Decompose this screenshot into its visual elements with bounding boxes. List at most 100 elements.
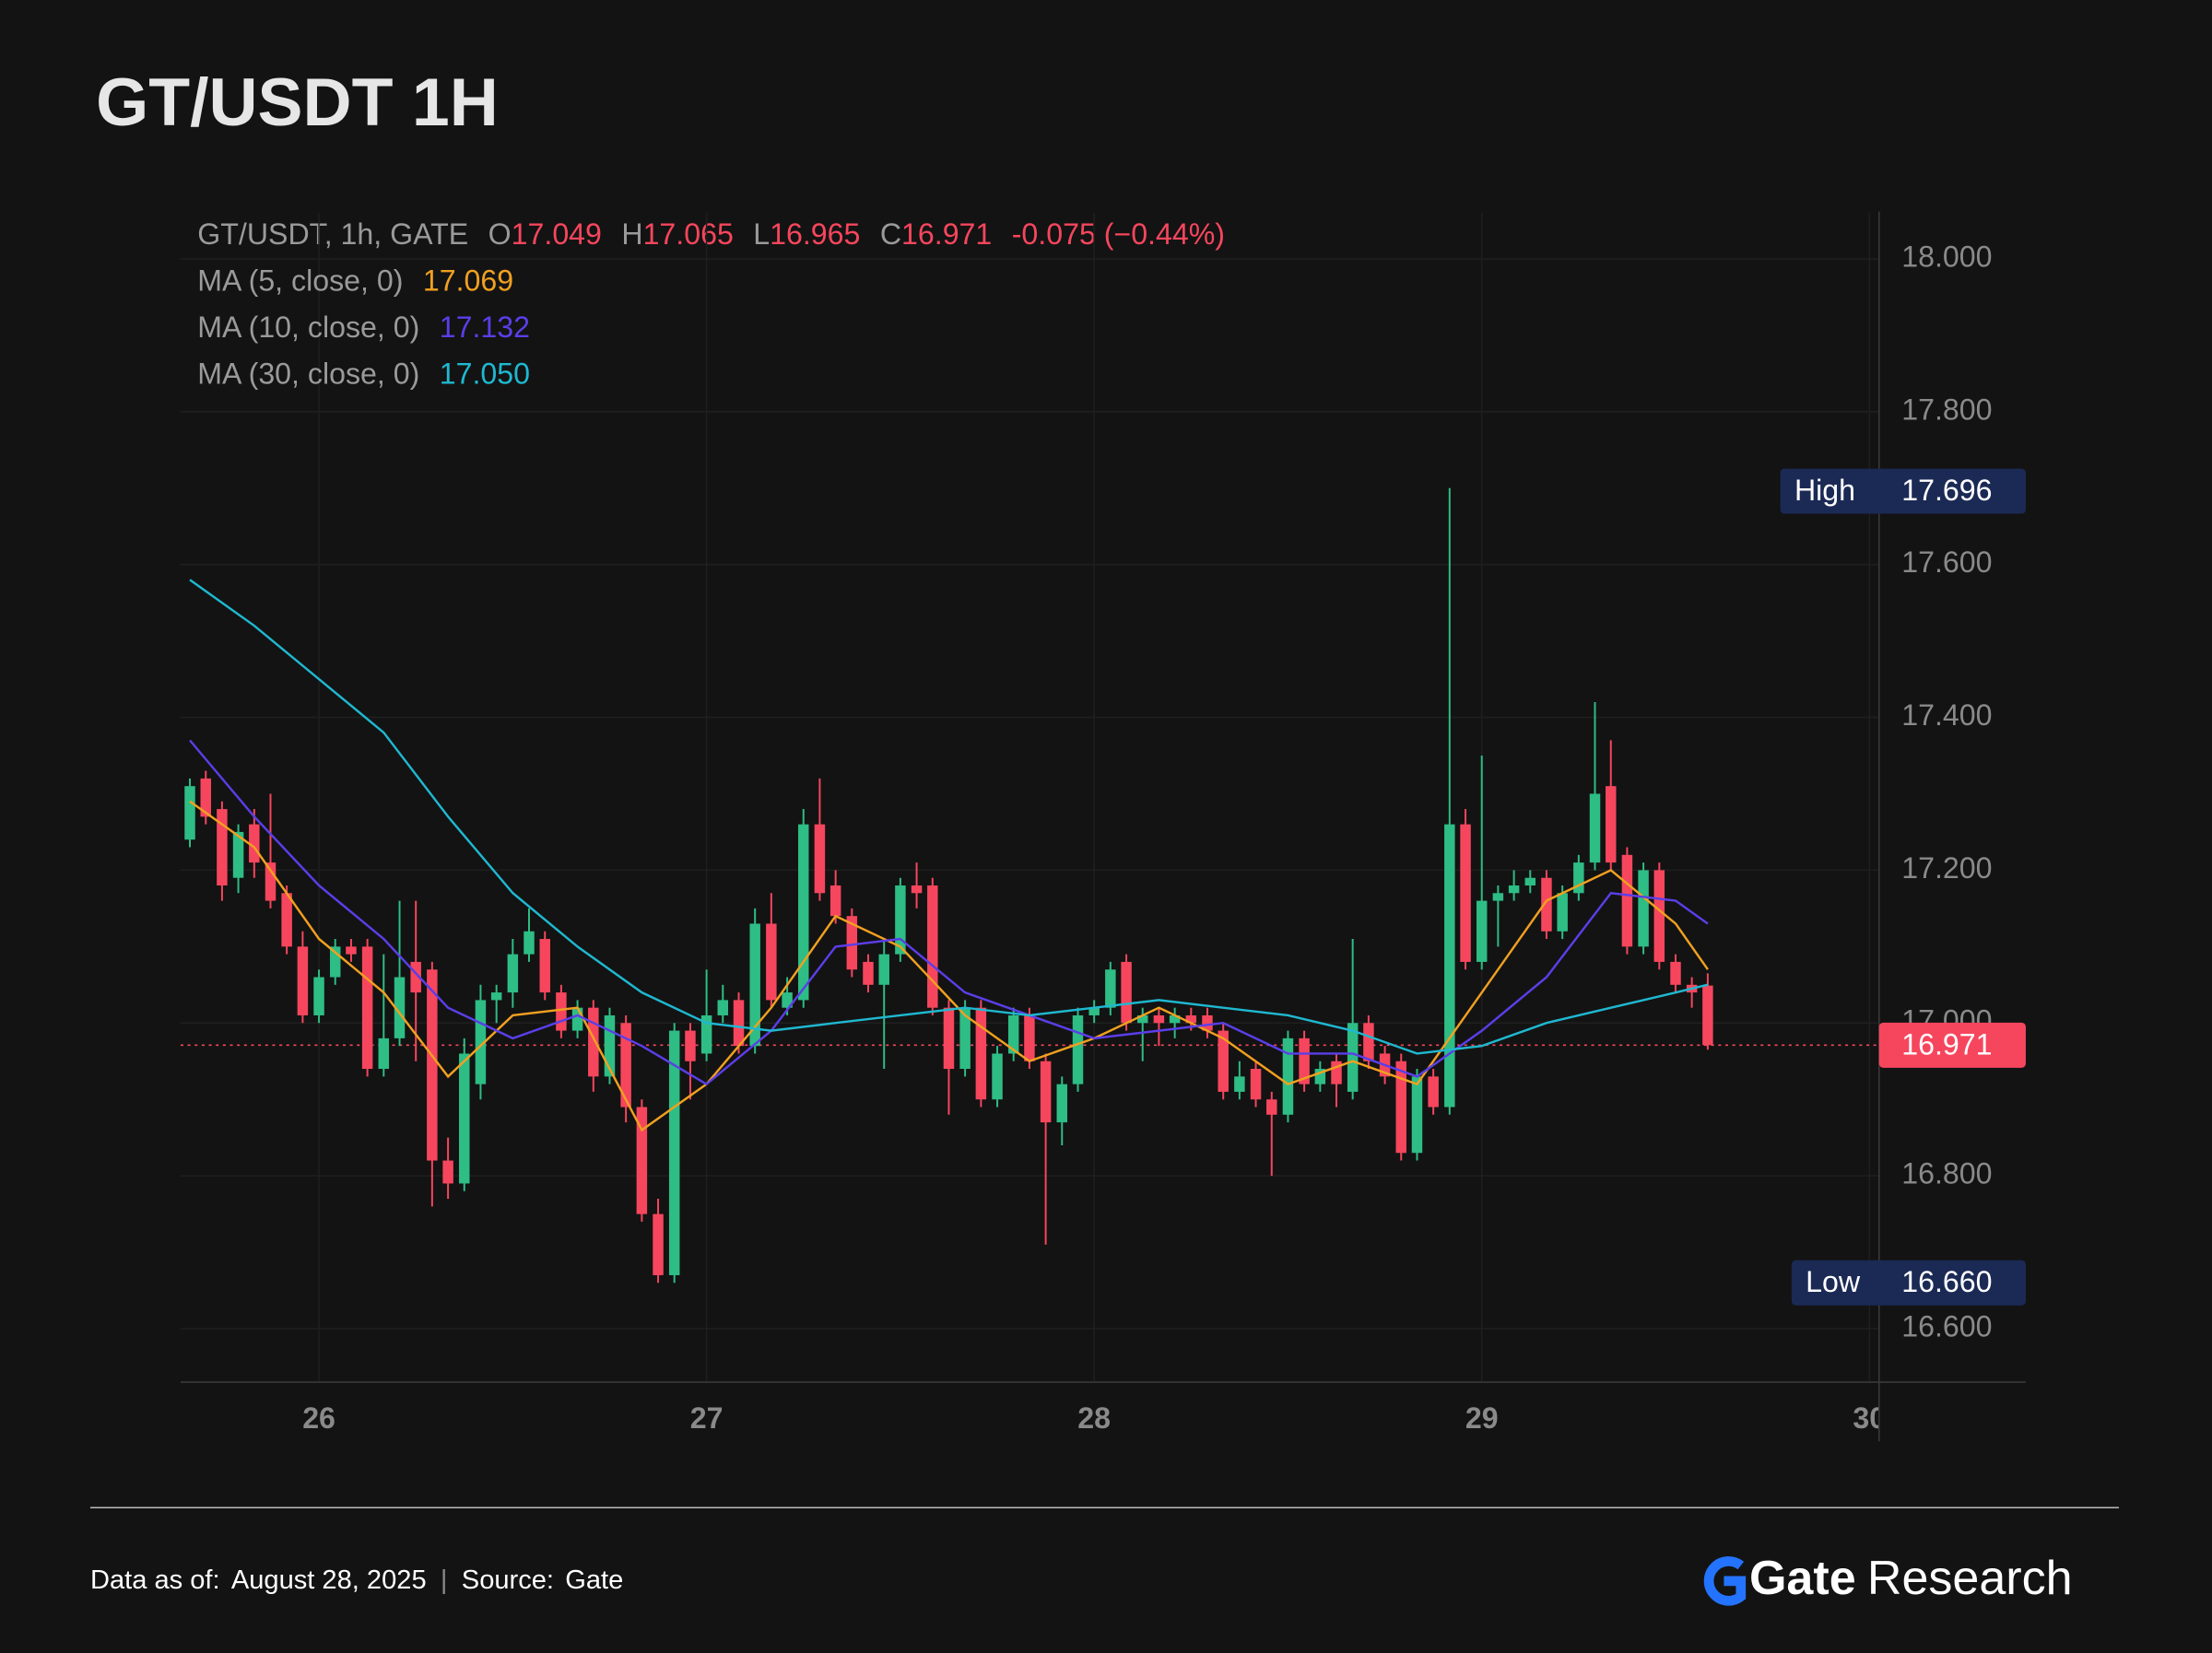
candle-body (1444, 824, 1455, 1108)
candle-body (1653, 870, 1665, 962)
x-tick-label: 26 (302, 1401, 335, 1435)
candle-body (313, 977, 324, 1015)
candle-body (394, 977, 406, 1038)
source-label: Source: (462, 1565, 554, 1595)
brand: Gate (1749, 1552, 1856, 1605)
candle-body (1314, 1069, 1326, 1084)
candle-body (1299, 1038, 1310, 1084)
candle-body (184, 786, 195, 840)
footer-left: Data as of: August 28, 2025 | Source: Gate (90, 1565, 623, 1595)
candle-body (733, 1000, 745, 1047)
candle-body (329, 946, 341, 978)
y-tick-label: 17.800 (1901, 393, 1992, 426)
ohlc-header: GT/USDT, 1h, GATE O17.049 H17.065 L16.965 C1… (197, 218, 1225, 252)
candle-body (959, 1007, 971, 1070)
y-tick-label: 16.600 (1901, 1309, 1992, 1342)
candle-body (1088, 1007, 1100, 1015)
candle-body (378, 1038, 390, 1070)
separator: | (441, 1565, 448, 1595)
last-price-box (1878, 1022, 2026, 1068)
candle-body (604, 1014, 616, 1077)
low-marker-value: 16.660 (1901, 1265, 1992, 1298)
o-label: O (488, 218, 512, 252)
candle-body (1557, 893, 1568, 932)
candle-body (1573, 862, 1584, 894)
candle-body (217, 809, 228, 885)
source: Gate (565, 1565, 623, 1595)
candle-body (442, 1160, 453, 1184)
candle-body (814, 824, 826, 894)
candle-body (653, 1213, 664, 1275)
x-tick-label: 29 (1465, 1401, 1499, 1435)
candle-body (749, 923, 760, 1047)
candle-body (1670, 961, 1681, 985)
candle-body (717, 1000, 729, 1015)
brand-suffix: Research (1867, 1552, 2073, 1605)
candle-body (782, 992, 793, 1008)
candle-body (1234, 1076, 1245, 1092)
high-marker-label: High (1794, 474, 1855, 507)
candle-body (1024, 1014, 1035, 1061)
candle-body (1428, 1076, 1439, 1108)
candle-body (668, 1030, 680, 1275)
x-tick-label: 28 (1077, 1401, 1111, 1435)
legend-entry: MA (10, close, 0) 17.132 (197, 311, 530, 345)
candle-body (685, 1030, 696, 1061)
candle-body (1040, 1061, 1052, 1123)
candle-body (1202, 1014, 1213, 1031)
chart-title: GT/USDT 1H (96, 64, 499, 140)
candle-body (1411, 1076, 1423, 1154)
candle-body (490, 992, 502, 1001)
candle-body (265, 862, 276, 901)
candle-body (1638, 870, 1649, 947)
date-label: Data as of: (90, 1565, 220, 1595)
candle-body (1589, 793, 1601, 863)
legend-name: MA (10, close, 0) (197, 311, 419, 345)
candle-body (571, 1007, 583, 1031)
o-value: 17.049 (512, 218, 602, 252)
candle-body (1007, 1014, 1019, 1054)
x-tick-labels: 26 27 28 29 30 (302, 1401, 1879, 1435)
candle-body (588, 1007, 599, 1077)
candle-body (927, 885, 938, 1008)
candle-body (1121, 961, 1132, 1024)
candle-body (700, 1014, 712, 1054)
c-value: 16.971 (901, 218, 992, 252)
candle-body (1702, 985, 1713, 1046)
candle-body (636, 1107, 648, 1214)
date: August 28, 2025 (231, 1565, 427, 1595)
ma-line (189, 579, 1709, 1055)
candle-body (1363, 1023, 1374, 1061)
candle-body (1331, 1061, 1342, 1084)
candle-body (1169, 1014, 1181, 1024)
y-tick-label: 17.400 (1901, 698, 1992, 732)
high-marker-box (1780, 468, 2026, 514)
c-label: C (880, 218, 901, 252)
candle-body (524, 931, 535, 955)
candle-body (830, 885, 841, 917)
candle-body (346, 946, 357, 955)
candle-body (863, 961, 874, 985)
legend-entry: MA (30, close, 0) 17.050 (197, 358, 530, 391)
candle-body (1492, 893, 1504, 901)
legend-value: 17.069 (423, 264, 513, 298)
candle-body (1185, 1014, 1197, 1024)
change: -0.075 (−0.44%) (1012, 218, 1225, 252)
candle-body (507, 954, 519, 993)
candle-body (1606, 786, 1617, 863)
candle-body (1153, 1014, 1165, 1024)
candle-body (1347, 1023, 1359, 1092)
candle-body (232, 831, 244, 878)
l-value: 16.965 (770, 218, 860, 252)
candle-body (1266, 1099, 1277, 1115)
candle-body (1136, 1014, 1148, 1024)
candle-body (361, 946, 373, 1070)
candle-body (1282, 1038, 1294, 1115)
legend-name: MA (5, close, 0) (197, 264, 403, 298)
legend-entry: MA (5, close, 0) 17.069 (197, 264, 513, 298)
candle-body (1524, 877, 1536, 885)
candle-body (895, 885, 906, 955)
candle-body (1056, 1084, 1067, 1123)
